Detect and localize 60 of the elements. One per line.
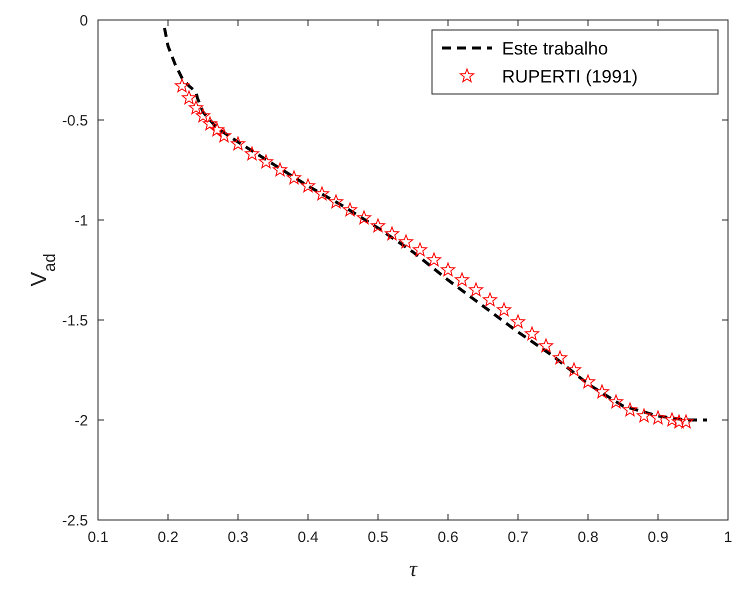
point	[230, 136, 246, 150]
point	[468, 282, 484, 296]
point	[202, 116, 218, 130]
x-tick-label: 0.7	[508, 529, 528, 546]
point	[552, 350, 568, 364]
point	[678, 414, 694, 428]
y-tick-label: -1	[74, 212, 88, 230]
point	[210, 122, 224, 136]
point	[258, 154, 274, 168]
point	[188, 100, 204, 114]
point	[328, 194, 344, 208]
x-tick-label: 0.9	[648, 529, 668, 546]
point	[398, 234, 414, 248]
point	[636, 408, 652, 422]
point	[440, 262, 456, 276]
point	[314, 186, 330, 200]
y-tick-label: -2.5	[62, 512, 88, 530]
point	[174, 78, 190, 92]
point	[622, 402, 638, 416]
x-tick-label: 1	[724, 529, 732, 546]
point	[182, 90, 196, 104]
point	[356, 210, 372, 224]
point	[286, 170, 302, 184]
y-tick-label: 0	[80, 12, 88, 30]
point	[216, 128, 232, 142]
x-tick-label: 0.2	[158, 529, 178, 546]
y-tick-label: -2	[74, 412, 88, 430]
point	[384, 226, 400, 240]
point	[664, 412, 680, 426]
x-tick-label: 0.3	[228, 529, 248, 546]
x-tick-label: 0.4	[298, 529, 318, 546]
point	[524, 326, 540, 340]
point	[510, 314, 526, 328]
legend-label: Este trabalho	[502, 38, 608, 58]
y-tick-label: -1.5	[62, 312, 88, 330]
x-tick-label: 0.8	[578, 529, 598, 546]
x-tick-label: 0.6	[438, 529, 458, 546]
point	[426, 252, 442, 266]
point	[244, 146, 260, 160]
point	[608, 394, 624, 408]
point	[272, 162, 288, 176]
point	[412, 242, 428, 256]
x-tick-label: 0.1	[88, 529, 108, 546]
x-axis-title: τ	[409, 556, 418, 581]
point	[580, 374, 596, 388]
x-tick-label: 0.5	[368, 529, 388, 546]
legend-label: RUPERTI (1991)	[502, 66, 638, 86]
point	[370, 218, 386, 232]
point	[566, 362, 582, 376]
point	[196, 108, 210, 122]
point	[496, 302, 512, 316]
point	[672, 414, 686, 428]
point	[342, 202, 358, 216]
point	[538, 338, 554, 352]
y-tick-label: -0.5	[62, 112, 88, 130]
point	[650, 410, 666, 424]
point	[594, 384, 610, 398]
point	[454, 272, 470, 286]
point	[482, 292, 498, 306]
point	[300, 178, 316, 192]
